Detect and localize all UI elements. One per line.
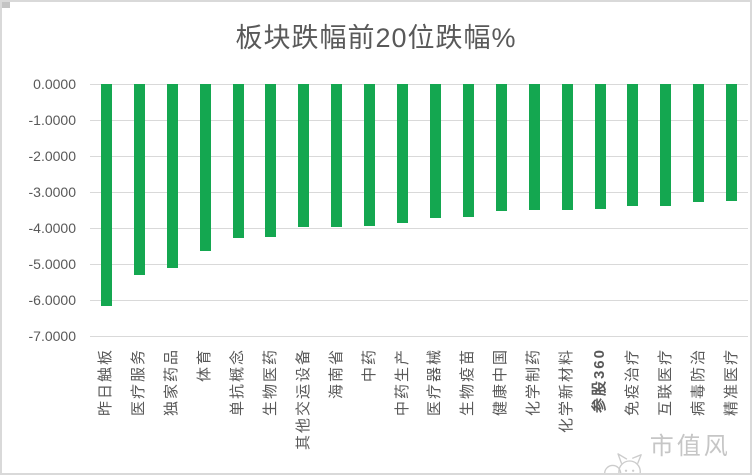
bar [528, 84, 540, 210]
y-axis-tick-label: -3.0000 [28, 184, 76, 200]
x-axis-category-label-text: 体育 [196, 348, 214, 383]
x-axis-category-label: 中药 [353, 348, 386, 472]
x-axis-category-label-text: 中药生产 [393, 348, 411, 417]
bar [594, 84, 606, 209]
gridline [90, 299, 748, 301]
y-axis-tick-label: -4.0000 [28, 220, 76, 236]
x-axis-category-label: 单抗概念 [222, 348, 255, 472]
bar [364, 84, 376, 226]
x-axis-category-label: 化学制药 [518, 348, 551, 472]
bar [495, 84, 507, 211]
x-axis-category-label: 中药生产 [386, 348, 419, 472]
x-axis-category-label-text: 生物医药 [261, 348, 279, 417]
x-axis-category-label: 健康中国 [485, 348, 518, 472]
bar [397, 84, 408, 223]
chart-title: 板块跌幅前20位跌幅% [235, 23, 517, 53]
x-axis-category-label-text: 化学新材料 [558, 348, 576, 434]
x-axis-category-label-text: 健康中国 [492, 348, 510, 417]
bar [660, 84, 672, 206]
bar [298, 84, 310, 227]
gridline [90, 227, 748, 229]
bar [462, 84, 474, 217]
x-axis-category-label-text: 海南省 [327, 348, 345, 400]
watermark-text: 市值风云 [649, 433, 731, 460]
x-axis-category-label: 昨日触板 [90, 348, 123, 472]
x-axis-category-label-text: 化学制药 [525, 348, 543, 417]
bar [166, 84, 178, 268]
y-axis-tick-label: -5.0000 [28, 256, 76, 272]
gridline [90, 155, 748, 157]
bar [561, 84, 573, 210]
gridline [90, 191, 748, 193]
gridline [90, 119, 748, 121]
bar [232, 84, 244, 238]
cat-logo-icon [604, 453, 642, 473]
x-axis-category-label-text: 医疗器械 [426, 348, 444, 417]
bar [331, 84, 343, 227]
x-axis-category-label: 体育 [189, 348, 222, 472]
y-axis-tick-label: -1.0000 [28, 112, 76, 128]
gridline [90, 263, 748, 265]
bar [429, 84, 441, 218]
gridline [90, 335, 748, 337]
bar [101, 84, 112, 306]
y-axis-tick-label: -2.0000 [28, 148, 76, 164]
x-axis-category-label-text: 单抗概念 [229, 348, 247, 417]
bar [265, 84, 277, 237]
x-axis-category-label-text: 独家药品 [163, 348, 181, 417]
x-axis-category-label: 生物医药 [255, 348, 288, 472]
y-axis-tick-label: -6.0000 [28, 292, 76, 308]
x-axis-category-label-text: 中药 [360, 348, 378, 383]
x-axis-category-label-text: 生物疫苗 [459, 348, 477, 417]
bar [627, 84, 639, 206]
x-axis-category-label: 化学新材料 [551, 348, 584, 472]
bar [693, 84, 705, 202]
x-axis-category-label-text: 其他交运设备 [294, 348, 312, 451]
x-axis-category-label: 独家药品 [156, 348, 189, 472]
bar [726, 84, 738, 201]
watermark: 市值风云 [602, 425, 750, 473]
x-axis-category-label: 其他交运设备 [287, 348, 320, 472]
x-axis-category-label: 海南省 [320, 348, 353, 472]
bar [133, 84, 145, 275]
gridline [90, 83, 748, 85]
x-axis-category-label: 医疗器械 [419, 348, 452, 472]
x-axis-category-label-text: 昨日触板 [97, 348, 115, 417]
x-axis-category-label: 医疗服务 [123, 348, 156, 472]
y-axis-tick-label: 0.0000 [33, 76, 76, 92]
corner-artifact [2, 2, 10, 8]
x-axis-category-label-text: 医疗服务 [130, 348, 148, 417]
x-axis-category-label: 生物疫苗 [452, 348, 485, 472]
bar [199, 84, 211, 251]
y-axis-tick-label: -7.0000 [28, 328, 76, 344]
